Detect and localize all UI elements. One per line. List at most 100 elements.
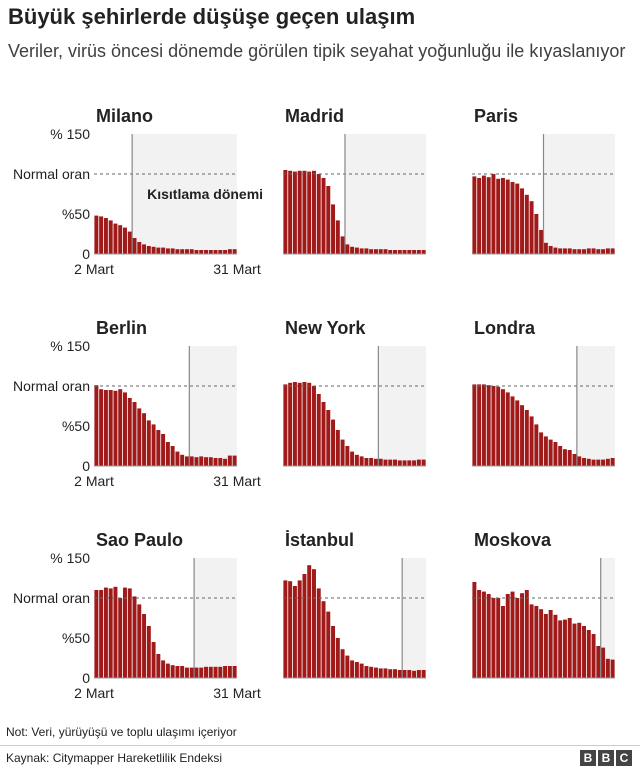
bar: [373, 458, 378, 466]
panel-1: Milano % 150 Normal oran %50 02 Mart 31 Mart K…: [13, 106, 263, 277]
bar: [165, 663, 170, 678]
bar: [586, 630, 591, 678]
y-tick-label: Normal oran: [13, 166, 90, 182]
bar: [316, 174, 321, 254]
bar: [416, 459, 421, 466]
bar: [591, 248, 596, 254]
bar: [103, 218, 108, 254]
bar: [486, 594, 491, 678]
bar: [515, 183, 520, 254]
bar: [397, 250, 402, 254]
bar: [340, 439, 345, 466]
bar: [510, 591, 515, 678]
bar: [288, 581, 293, 678]
bar: [359, 248, 364, 254]
bar: [335, 220, 340, 254]
bar: [199, 250, 204, 254]
bar: [103, 587, 108, 678]
bar: [510, 396, 515, 466]
bar: [577, 249, 582, 254]
panel-3: Paris: [472, 106, 615, 255]
bar: [345, 244, 350, 254]
bar: [421, 459, 426, 466]
bar: [151, 246, 156, 254]
bar: [524, 410, 529, 466]
bar: [393, 459, 397, 466]
bar: [161, 247, 166, 254]
bar: [373, 667, 378, 678]
bar: [113, 390, 118, 466]
bar: [412, 460, 417, 466]
bar: [302, 382, 307, 466]
bar: [146, 246, 151, 254]
bar: [520, 188, 525, 254]
bar: [161, 660, 166, 678]
panel-6: Londra: [472, 318, 615, 467]
bar: [292, 382, 297, 466]
bar: [501, 389, 505, 466]
bar: [529, 604, 534, 678]
bar: [312, 386, 316, 466]
bar: [610, 248, 615, 254]
panel-title: Moskova: [474, 530, 552, 550]
bar: [208, 666, 213, 678]
bar: [534, 424, 539, 466]
bar: [316, 588, 321, 678]
bar: [388, 669, 393, 678]
bar: [340, 649, 345, 678]
bar: [477, 590, 482, 678]
bar: [165, 442, 170, 466]
bar: [302, 170, 307, 254]
bar: [412, 670, 417, 678]
bar: [137, 242, 142, 254]
bar: [288, 382, 293, 466]
bar: [572, 454, 577, 466]
bar: [610, 458, 615, 466]
bar: [350, 246, 355, 254]
bar: [175, 249, 180, 254]
footnote: Not: Veri, yürüyüşü ve toplu ulaşımı içe…: [6, 725, 237, 739]
bar: [378, 249, 383, 254]
bar: [335, 430, 340, 466]
bar: [232, 249, 237, 254]
bar: [283, 170, 288, 254]
bar: [477, 178, 482, 254]
bar: [397, 670, 402, 678]
bar: [170, 446, 175, 466]
bar: [180, 249, 185, 254]
bar: [151, 424, 156, 466]
bar: [505, 392, 510, 466]
bar: [577, 456, 582, 466]
bar: [534, 214, 539, 254]
bar: [505, 594, 510, 678]
bar: [567, 450, 572, 466]
bar: [472, 384, 477, 466]
bar: [142, 614, 147, 678]
bar: [113, 586, 118, 678]
bar: [402, 670, 407, 678]
bar: [227, 249, 232, 254]
bar: [213, 666, 218, 678]
restriction-annotation: Kısıtlama dönemi: [147, 186, 263, 202]
bar: [591, 459, 596, 466]
bar: [99, 590, 104, 678]
bar: [307, 171, 312, 254]
bar: [118, 389, 123, 466]
bar: [123, 227, 127, 254]
bbc-logo-letter: B: [580, 750, 596, 766]
bar: [486, 177, 491, 254]
bar: [496, 598, 501, 678]
bar: [156, 247, 161, 254]
bar: [402, 250, 407, 254]
bar: [582, 249, 586, 254]
bar: [383, 249, 388, 254]
bar: [496, 386, 501, 466]
bar: [137, 408, 142, 466]
bar: [577, 622, 582, 678]
bar: [596, 249, 601, 254]
bar: [232, 666, 237, 678]
bar: [558, 446, 563, 466]
bar: [553, 442, 558, 466]
bar: [146, 420, 151, 466]
bar: [165, 248, 170, 254]
